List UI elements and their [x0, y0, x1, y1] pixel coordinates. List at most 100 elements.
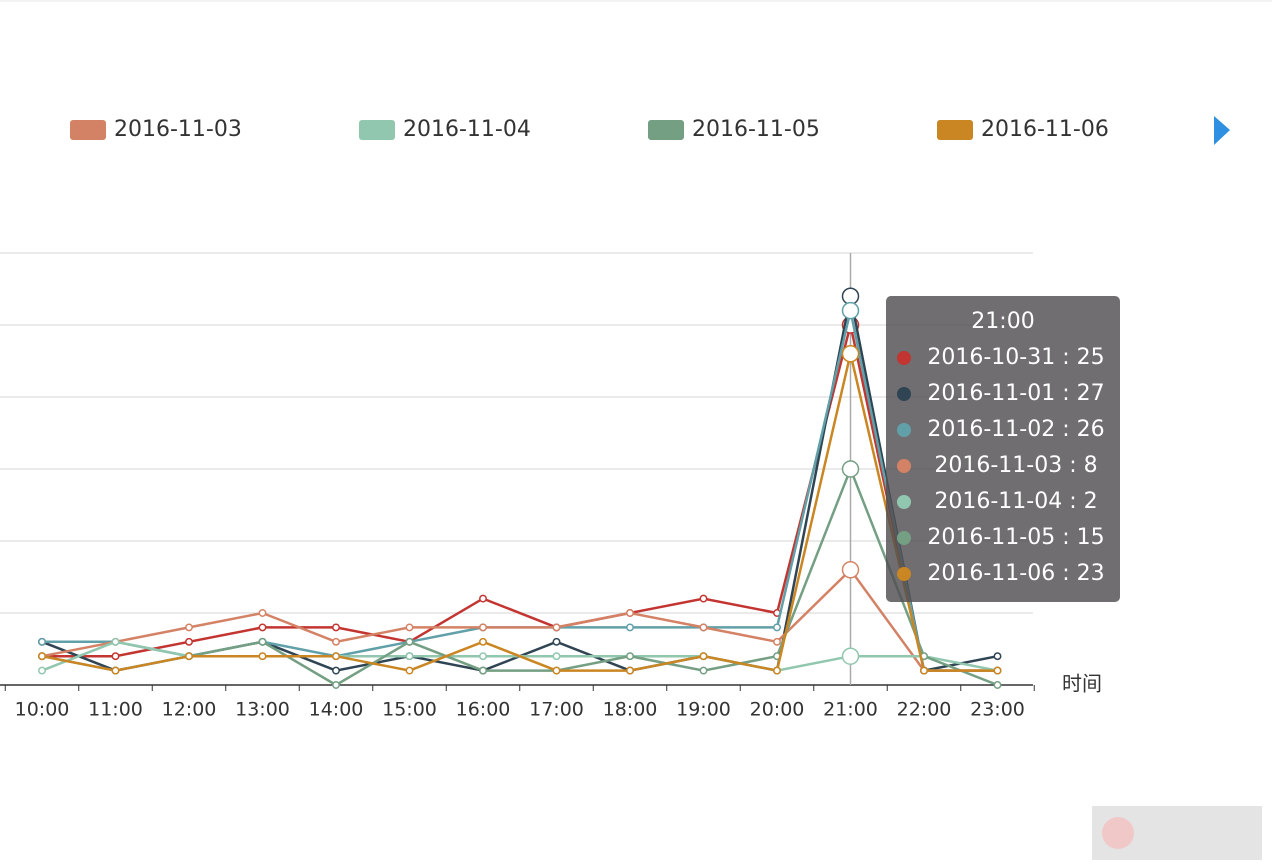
legend-label: 2016-11-04 [403, 117, 531, 142]
x-tick-label: 21:00 [823, 699, 878, 721]
tooltip-series-name: 2016-11-06 [927, 561, 1055, 586]
data-point [552, 652, 561, 661]
tooltip-separator: : [1055, 417, 1076, 442]
data-point [699, 623, 708, 632]
tooltip-series-name: 2016-11-01 [927, 381, 1055, 406]
x-tick-label: 13:00 [235, 699, 290, 721]
tooltip-row: 2016-11-04 : 2 [934, 489, 1097, 514]
data-point [332, 681, 340, 689]
tooltip-row: 2016-11-02 : 26 [927, 417, 1104, 442]
tooltip-title: 21:00 [971, 309, 1034, 334]
data-point [552, 666, 561, 675]
data-point [773, 637, 781, 646]
data-point [111, 652, 120, 661]
data-point [258, 609, 267, 617]
legend-label: 2016-11-05 [692, 117, 820, 142]
x-tick-label: 22:00 [897, 699, 952, 721]
data-point [479, 652, 487, 661]
data-point [332, 652, 340, 661]
tooltip-value: 23 [1077, 561, 1105, 586]
series-line [42, 324, 998, 672]
data-point [405, 652, 414, 661]
data-point [920, 666, 928, 675]
data-point [185, 652, 193, 661]
tooltip-box [886, 296, 1120, 602]
tooltip-series-name: 2016-11-02 [927, 417, 1055, 442]
data-point [626, 623, 634, 632]
x-tick-label: 16:00 [456, 699, 511, 721]
tooltip-value: 2 [1084, 489, 1098, 514]
tooltip-dot [897, 351, 911, 365]
tooltip-value: 25 [1077, 345, 1105, 370]
tooltip-dot [897, 495, 911, 509]
data-point [479, 594, 487, 603]
data-point [479, 623, 487, 632]
tooltip-row: 2016-11-05 : 15 [927, 525, 1104, 550]
data-point [258, 652, 267, 661]
tooltip-dot [897, 531, 911, 545]
data-point [405, 666, 414, 675]
data-point [479, 637, 487, 646]
data-point [773, 623, 781, 632]
tooltip-series-name: 2016-11-03 [934, 453, 1062, 478]
data-point [258, 637, 267, 646]
tooltip-dot [897, 423, 911, 437]
data-point [841, 647, 860, 665]
tooltip-row: 2016-11-03 : 8 [934, 453, 1097, 478]
data-point [626, 609, 634, 617]
watermark-icon [1102, 817, 1134, 849]
series-line [41, 465, 998, 687]
x-tick-label: 20:00 [750, 699, 805, 721]
tooltip-separator: : [1055, 381, 1076, 406]
data-point [38, 637, 46, 646]
x-tick-label: 12:00 [162, 699, 217, 721]
data-point [773, 666, 781, 675]
tooltip-row: 2016-10-31 : 25 [927, 345, 1104, 370]
data-point [332, 623, 340, 632]
tooltip-separator: : [1055, 561, 1076, 586]
legend-label: 2016-11-06 [981, 117, 1109, 142]
series-line [41, 353, 998, 673]
legend-swatch [359, 120, 395, 140]
legend-swatch [648, 120, 684, 140]
tooltip-value: 27 [1077, 381, 1105, 406]
x-tick-label: 19:00 [676, 699, 731, 721]
data-point [699, 652, 708, 661]
legend-swatch [70, 120, 106, 140]
series-line [41, 567, 998, 672]
data-point [552, 623, 561, 632]
data-point [185, 623, 193, 632]
legend-next-arrow[interactable] [1214, 116, 1230, 145]
data-point [841, 460, 860, 478]
data-point [841, 345, 860, 363]
legend-label: 2016-11-03 [114, 117, 242, 142]
data-point [699, 666, 708, 675]
data-point [993, 681, 1002, 689]
data-point [332, 637, 340, 646]
tooltip-row: 2016-11-06 : 23 [927, 561, 1104, 586]
tooltip-value: 26 [1077, 417, 1105, 442]
tooltip-separator: : [1055, 345, 1076, 370]
data-point [626, 652, 634, 661]
tooltip-separator: : [1062, 453, 1083, 478]
x-tick-label: 14:00 [309, 699, 364, 721]
tooltip-value: 15 [1077, 525, 1105, 550]
data-point [993, 666, 1002, 675]
tooltip-separator: : [1055, 525, 1076, 550]
data-point [699, 594, 708, 603]
tooltip-row: 2016-11-01 : 27 [927, 381, 1104, 406]
data-point [993, 652, 1002, 661]
x-tick-label: 15:00 [382, 699, 437, 721]
tooltip-series-name: 2016-10-31 [927, 345, 1055, 370]
data-point [841, 561, 860, 579]
data-point [332, 666, 340, 675]
tooltip-dot [897, 567, 911, 581]
data-point [405, 637, 414, 646]
data-point [405, 623, 414, 632]
x-tick-label: 17:00 [529, 699, 584, 721]
x-axis-name: 时间 [1062, 672, 1102, 696]
data-point [552, 637, 561, 646]
tooltip-dot [897, 387, 911, 401]
data-point [111, 666, 120, 675]
